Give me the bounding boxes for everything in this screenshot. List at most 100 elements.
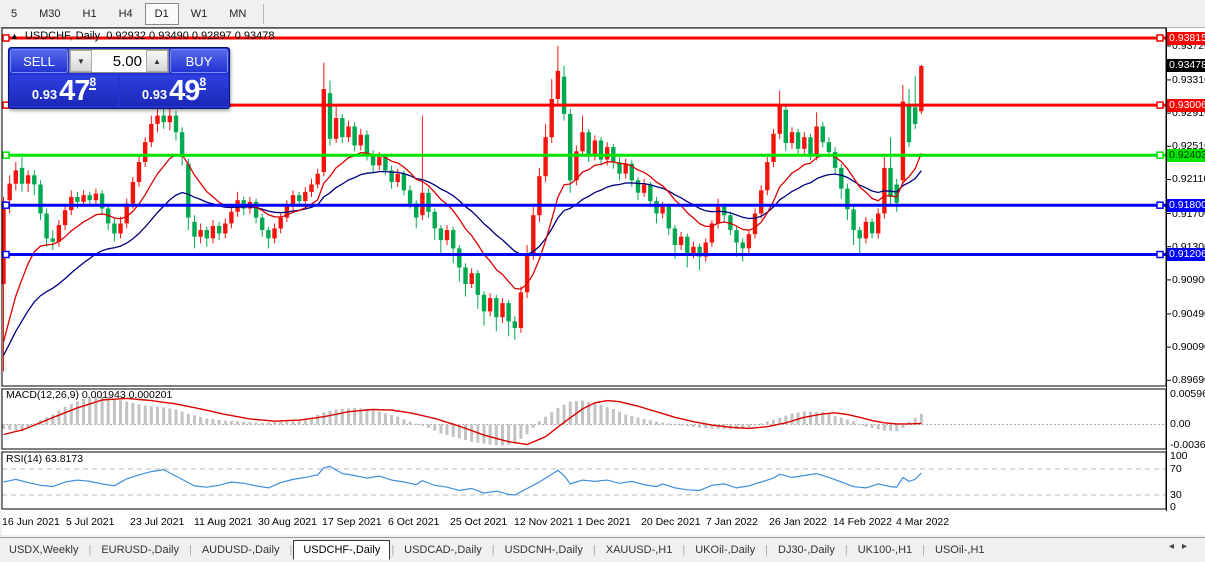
buy-price-prefix: 0.93: [141, 87, 168, 102]
tab-separator: |: [88, 544, 92, 556]
tab-separator: |: [765, 544, 768, 556]
tab-audusd-daily[interactable]: AUDUSD-,Daily: [201, 544, 280, 556]
macd-label: MACD(12,26,9) 0.001943 0.000201: [6, 389, 173, 401]
macd-histogram: [2, 396, 923, 446]
date-axis-label: 6 Oct 2021: [388, 516, 440, 528]
lot-size-value[interactable]: 5.00: [112, 52, 142, 70]
line-handle[interactable]: [1156, 201, 1164, 209]
tab-separator: |: [844, 544, 848, 556]
buy-price-big: 49: [169, 75, 200, 107]
date-axis-label: 1 Dec 2021: [577, 516, 631, 528]
timeframe-button-H1[interactable]: H1: [82, 7, 97, 20]
date-axis-label: 25 Oct 2021: [450, 516, 508, 528]
lot-increase-button[interactable]: ▲: [146, 50, 168, 72]
tab-separator: |: [491, 544, 495, 556]
macd-scale-label: 0.00: [1170, 418, 1191, 430]
timeframe-button-M30[interactable]: M30: [39, 7, 61, 20]
date-axis-label: 5 Jul 2021: [66, 516, 115, 528]
line-handle[interactable]: [2, 250, 10, 259]
tab-usdx-weekly[interactable]: USDX,Weekly: [9, 544, 79, 556]
line-handle[interactable]: [2, 201, 10, 209]
price-line-tag: 0.91206: [1167, 248, 1205, 261]
tab-ukoil-daily[interactable]: UKOil-,Daily: [695, 544, 756, 556]
rsi-line: [3, 465, 922, 496]
tab-xauusd-h1[interactable]: XAUUSD-,H1: [605, 544, 673, 556]
date-axis-label: 14 Feb 2022: [833, 516, 892, 528]
tab-usdchf-daily[interactable]: USDCHF-,Daily: [293, 540, 391, 560]
price-line-tag: 0.93006: [1167, 99, 1205, 112]
price-line-tag: 0.91800: [1167, 199, 1205, 212]
rsi-scale-label: 70: [1170, 463, 1182, 475]
date-axis-label: 7 Jan 2022: [706, 516, 758, 528]
lot-size-box: ▼ 5.00 ▲: [69, 49, 169, 73]
timeframe-button-H4[interactable]: H4: [118, 7, 133, 20]
tab-separator: |: [188, 544, 192, 556]
price-line-tag: 0.92403: [1167, 149, 1205, 162]
date-axis-label: 20 Dec 2021: [641, 516, 701, 528]
one-click-collapse-icon[interactable]: ▲: [10, 31, 19, 41]
date-axis-label: 11 Aug 2021: [194, 516, 253, 528]
rsi-scale-label: 0: [1170, 501, 1176, 513]
sell-price-pip: 8: [89, 75, 97, 90]
ohlc-readout: 0.92932 0.93490 0.92897 0.93478: [106, 30, 275, 42]
lot-decrease-button[interactable]: ▼: [70, 50, 92, 72]
symbol-tabbar: USDX,Weekly | EURUSD-,Daily | AUDUSD-,Daily |…: [0, 537, 1205, 562]
timeframe-button-D1[interactable]: D1: [144, 2, 179, 25]
tab-usdcad-daily[interactable]: USDCAD-,Daily: [404, 544, 482, 556]
buy-button[interactable]: BUY: [170, 49, 228, 73]
date-axis-label: 23 Jul 2021: [130, 516, 185, 528]
toolbar-separator: [263, 3, 265, 24]
date-axis-label: 17 Sep 2021: [322, 516, 382, 528]
buy-price-button[interactable]: 0.93 49 8: [120, 75, 228, 106]
timeframe-button-W1[interactable]: W1: [190, 7, 208, 20]
rsi-label: RSI(14) 63.8173: [6, 453, 84, 465]
sell-price-big: 47: [59, 75, 90, 107]
symbol-title: USDCHF, Daily: [24, 30, 101, 42]
tab-eurusd-daily[interactable]: EURUSD-,Daily: [101, 544, 179, 556]
line-handle[interactable]: [1156, 101, 1164, 109]
chart-background: [2, 28, 1205, 535]
tab-usoil-h1[interactable]: USOil-,H1: [935, 544, 985, 556]
rsi-scale-label: 100: [1170, 450, 1188, 462]
macd-signal-line: [3, 397, 922, 446]
tab-separator: |: [289, 544, 293, 556]
ma-slow-line: [2, 170, 922, 356]
one-click-trading-panel: SELL ▼ 5.00 ▲ BUY 0.93 47 8 0.93 49 8: [8, 47, 230, 109]
date-axis-label: 30 Aug 2021: [258, 516, 317, 528]
tab-separator: |: [682, 544, 686, 556]
chart-title: ▲ USDCHF, Daily 0.92932 0.93490 0.92897 0…: [10, 30, 274, 44]
tab-uk100-h1[interactable]: UK100-,H1: [857, 544, 913, 556]
tab-usdcnh-daily[interactable]: USDCNH-,Daily: [504, 544, 583, 556]
timeframe-button-MN[interactable]: MN: [229, 7, 247, 20]
macd-scale-label: 0.005963: [1170, 388, 1205, 400]
rsi-scale-label: 30: [1170, 489, 1182, 501]
line-handle[interactable]: [2, 34, 10, 42]
macd-scale-label: -0.00366: [1170, 439, 1205, 451]
date-axis-label: 16 Jun 2021: [2, 516, 60, 528]
tab-separator: |: [922, 544, 925, 556]
sell-price-prefix: 0.93: [31, 87, 58, 102]
ma-fast-line: [2, 151, 922, 343]
line-handle[interactable]: [1156, 250, 1164, 259]
buy-price-pip: 8: [199, 75, 207, 90]
tab-dj30-daily[interactable]: DJ30-,Daily: [778, 544, 835, 556]
timeframe-button-5[interactable]: 5: [11, 7, 18, 20]
price-line-tag: 0.93815: [1167, 32, 1205, 45]
sell-price-button[interactable]: 0.93 47 8: [10, 75, 118, 106]
tab-scroll-arrows[interactable]: ◂▸: [1168, 541, 1195, 552]
line-handle[interactable]: [1156, 151, 1164, 159]
line-handle[interactable]: [2, 151, 10, 159]
line-handle[interactable]: [1156, 34, 1164, 42]
sell-button[interactable]: SELL: [10, 49, 68, 73]
date-axis-label: 4 Mar 2022: [896, 516, 950, 528]
date-axis-label: 26 Jan 2022: [769, 516, 827, 528]
date-axis-label: 12 Nov 2021: [514, 516, 574, 528]
tab-separator: |: [592, 544, 596, 556]
